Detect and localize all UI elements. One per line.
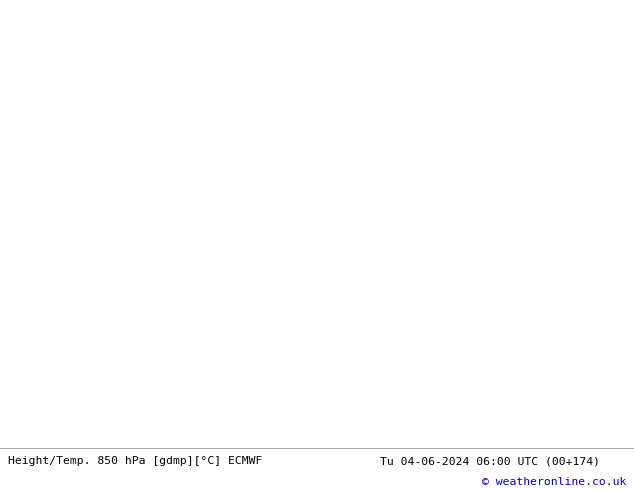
Text: Height/Temp. 850 hPa [gdmp][°C] ECMWF: Height/Temp. 850 hPa [gdmp][°C] ECMWF xyxy=(8,457,262,466)
Text: Tu 04-06-2024 06:00 UTC (00+174): Tu 04-06-2024 06:00 UTC (00+174) xyxy=(380,457,600,466)
Text: © weatheronline.co.uk: © weatheronline.co.uk xyxy=(482,477,626,488)
